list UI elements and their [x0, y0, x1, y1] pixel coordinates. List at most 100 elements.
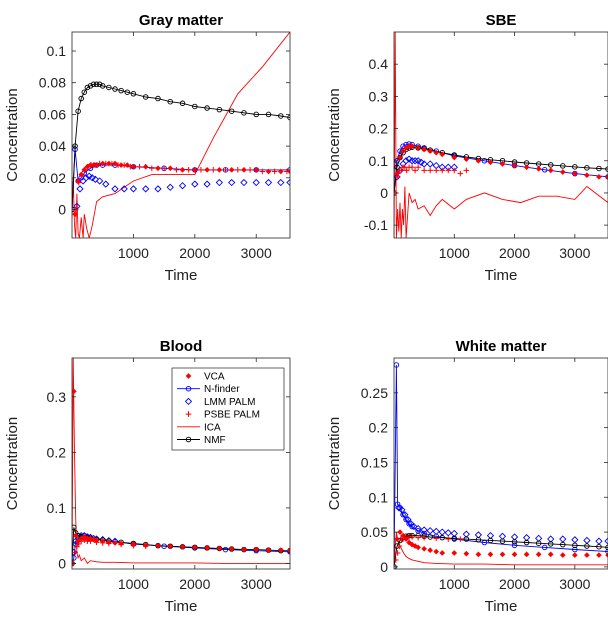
series-psbe-palm — [72, 160, 290, 213]
nmf-point — [124, 89, 131, 95]
vca-point — [253, 546, 260, 553]
vca-point — [124, 162, 131, 168]
vca-point — [584, 552, 590, 558]
psbe-palm-point — [161, 165, 167, 172]
vca-point — [596, 552, 602, 558]
nmf-point — [547, 541, 554, 547]
psbe-palm-point — [87, 538, 94, 545]
psbe-palm-point — [93, 539, 100, 546]
nmf-point — [596, 165, 602, 172]
psbe-palm-point — [198, 167, 204, 173]
psbe-palm-point — [130, 542, 137, 549]
nmf-point — [253, 111, 259, 118]
vca-point — [287, 547, 290, 554]
legend-entry-lmm-palm: LMM PALM — [184, 397, 256, 408]
psbe-palm-point — [421, 534, 427, 541]
nmf-point — [605, 544, 608, 551]
n-finder-point — [397, 504, 403, 511]
vca-point — [130, 163, 137, 170]
vca-point — [72, 211, 78, 218]
lmm-palm-point — [604, 537, 608, 545]
vca-point — [394, 170, 400, 177]
lmm-palm-point — [240, 178, 248, 187]
vca-point — [572, 552, 578, 558]
lmm-palm-point — [91, 175, 99, 184]
nmf-point — [584, 543, 590, 549]
psbe-palm-point — [433, 535, 439, 542]
x-tick-label: 2000 — [179, 576, 210, 592]
nmf-point — [584, 165, 590, 171]
legend-entry-vca: VCA — [185, 372, 225, 383]
n-finder-point — [481, 157, 488, 164]
vca-point — [451, 550, 458, 556]
vca-point — [421, 545, 427, 552]
y-tick-label: 0.1 — [47, 43, 67, 59]
psbe-palm-point — [400, 536, 406, 542]
lmm-palm-point — [203, 180, 211, 188]
vca-point — [397, 529, 403, 535]
nmf-point — [185, 436, 192, 443]
vca-point — [216, 545, 223, 552]
y-tick-label: 0.1 — [369, 489, 389, 505]
psbe-palm-point — [457, 536, 464, 542]
x-tick-label: 1000 — [439, 245, 470, 261]
y-tick-label: 0.1 — [369, 153, 389, 169]
panel-gray-matter: 1000 2000 3000 0 0.02 0.04 0.06 0.08 0.1 Gray mat… — [4, 12, 291, 284]
vca-point — [433, 548, 440, 555]
vca-point — [547, 167, 554, 174]
nmf-point — [451, 535, 458, 542]
n-finder-point — [409, 523, 415, 530]
psbe-palm-point — [81, 537, 88, 543]
x-tick-label: 2000 — [499, 245, 530, 261]
lmm-palm-point — [277, 178, 285, 187]
vca-point — [253, 167, 260, 173]
legend-label: LMM PALM — [204, 397, 256, 408]
x-tick-label: 1000 — [118, 245, 149, 261]
vca-point — [167, 543, 174, 550]
y-tick-label: 0.3 — [369, 88, 389, 104]
lmm-palm-point — [102, 180, 110, 188]
nmf-point — [72, 524, 77, 531]
y-tick-label: 0.08 — [39, 75, 66, 91]
vca-point — [167, 165, 174, 172]
y-tick-label: 0.2 — [369, 420, 389, 436]
y-axis-label: Concentration — [4, 88, 21, 181]
x-axis-label: Time — [165, 267, 198, 284]
vca-point — [112, 540, 118, 546]
vca-point — [433, 149, 440, 156]
vca-point — [228, 167, 235, 173]
n-finder-point — [72, 555, 77, 561]
psbe-palm-point — [222, 167, 229, 173]
y-tick-label: -0.1 — [364, 217, 388, 233]
psbe-palm-point — [185, 167, 192, 173]
vca-point — [112, 160, 118, 167]
nmf-point — [142, 94, 149, 100]
vca-point — [277, 547, 284, 553]
lmm-palm-point — [228, 178, 236, 187]
chart-title: SBE — [486, 12, 517, 29]
y-axis-label: Concentration — [326, 88, 343, 181]
chart-title: Blood — [160, 338, 203, 355]
vca-point — [475, 551, 482, 558]
psbe-palm-point — [415, 164, 421, 170]
lmm-palm-point — [178, 182, 187, 190]
vca-point — [400, 148, 406, 154]
psbe-palm-point — [173, 167, 180, 173]
y-axis-label: Concentration — [326, 417, 343, 510]
vca-point — [241, 546, 247, 553]
x-tick-label: 3000 — [559, 245, 590, 261]
lmm-palm-point — [129, 185, 138, 193]
nmf-point — [511, 539, 518, 545]
psbe-palm-point — [99, 540, 106, 546]
nmf-point — [572, 542, 578, 549]
x-tick-label: 2000 — [499, 576, 530, 592]
y-tick-label: 0 — [58, 201, 66, 217]
series-lmm-palm — [73, 172, 290, 210]
axes-box — [71, 31, 291, 239]
nmf-point — [605, 166, 608, 172]
legend-entry-nmf: NMF — [177, 435, 226, 446]
psbe-palm-point — [106, 540, 112, 547]
legend-label: PSBE PALM — [204, 410, 260, 421]
nmf-point — [106, 84, 112, 91]
